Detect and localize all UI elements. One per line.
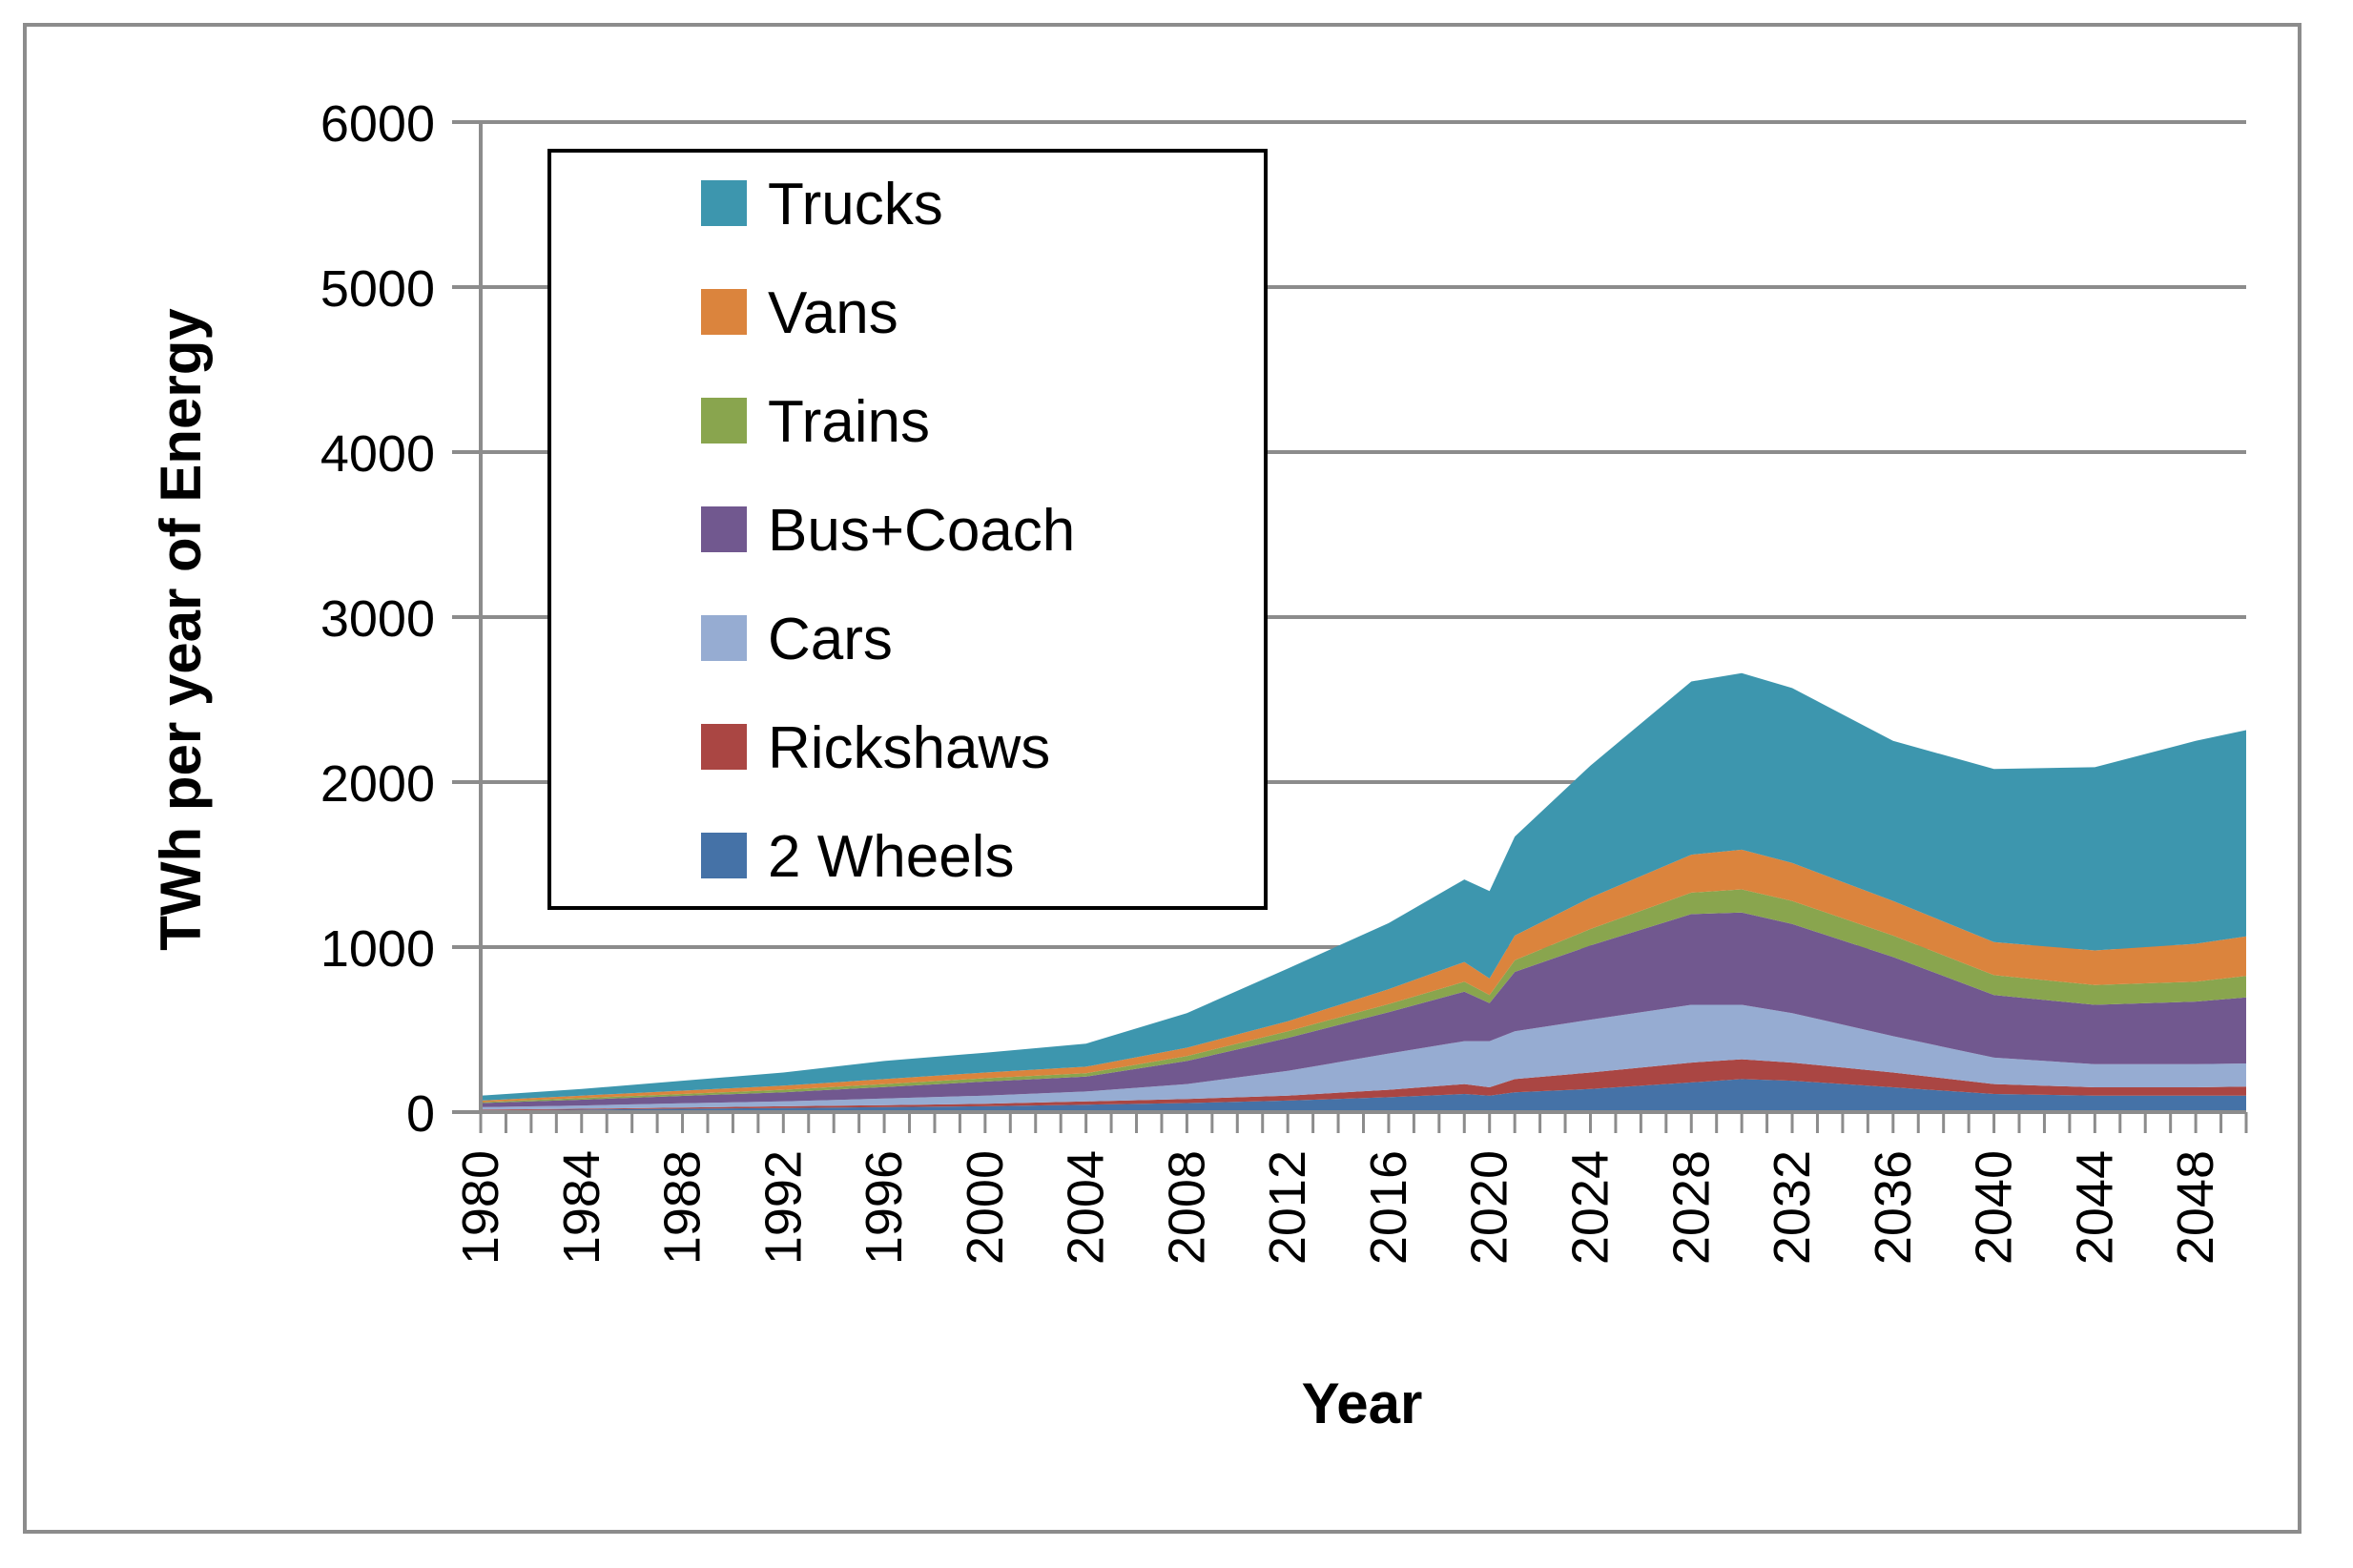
legend-label: Bus+Coach [768,498,1075,564]
area-2-wheels [481,1079,2246,1112]
legend-label: Trucks [768,172,943,237]
legend-box [547,149,1268,910]
legend-swatch [701,398,747,444]
y-tick-label: 2000 [320,755,435,813]
legend-label: Rickshaws [768,715,1050,781]
y-tick-label: 0 [406,1085,435,1143]
legend-swatch [701,724,747,770]
x-tick-label: 1988 [654,1150,712,1265]
y-tick-label: 4000 [320,425,435,483]
x-tick-label: 1992 [754,1150,812,1265]
legend-label: Vans [768,280,898,346]
y-tick-label: 3000 [320,590,435,648]
x-tick-label: 1996 [856,1150,913,1265]
x-tick-label: 2044 [2066,1150,2123,1265]
x-axis-title: Year [1302,1372,1423,1435]
y-tick-label: 1000 [320,920,435,978]
x-tick-label: 2012 [1259,1150,1316,1265]
x-tick-labels: 1980 1984 1988 1992 1996 2000 2004 2008 2012 2016… [452,1150,2224,1265]
x-tick-label: 2028 [1662,1150,1720,1265]
y-tick-label: 5000 [320,260,435,318]
legend-swatch [701,833,747,878]
x-tick-label: 2024 [1562,1150,1620,1265]
legend-label: Cars [768,607,893,672]
x-tick-label: 2048 [2167,1150,2224,1265]
legend-label: 2 Wheels [768,824,1014,890]
x-tick-label: 2004 [1058,1150,1115,1265]
y-tick-labels: 0 1000 2000 3000 4000 5000 6000 [320,95,435,1143]
axes [479,122,2248,1133]
x-tick-label: 2032 [1764,1150,1821,1265]
area-bus-coach [481,912,2246,1107]
y-tick-label: 6000 [320,95,435,153]
x-tick-label: 2016 [1360,1150,1417,1265]
x-tick-label: 2000 [957,1150,1014,1265]
area-rickshaws [481,1059,2246,1111]
x-tick-label: 2036 [1865,1150,1922,1265]
legend-swatch [701,506,747,552]
x-tick-label: 1984 [553,1150,610,1265]
x-tick-label: 2020 [1461,1150,1518,1265]
x-tick-label: 1980 [452,1150,509,1265]
legend-swatch [701,615,747,661]
legend-label: Trains [768,389,930,455]
legend-swatch [701,289,747,335]
area-trucks [481,672,2246,1101]
area-cars [481,1004,2246,1110]
area-series [481,672,2246,1112]
legend-swatch [701,180,747,226]
x-tick-label: 2008 [1158,1150,1215,1265]
y-axis-title: TWh per year of Energy [149,308,213,951]
x-tick-label: 2040 [1966,1150,2023,1265]
legend: Trucks Vans Trains Bus+Coach Cars Rickshaws 2 … [547,149,1268,910]
